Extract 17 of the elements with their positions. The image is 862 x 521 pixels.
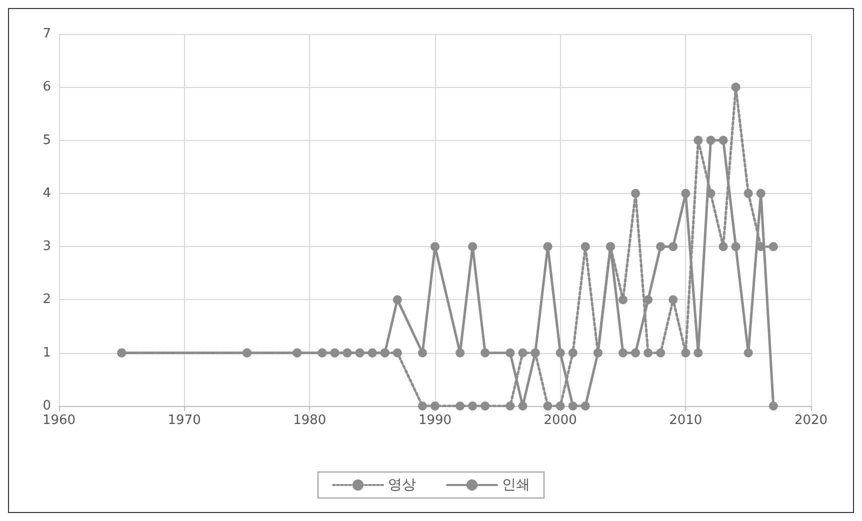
x-tick-label: 1960 xyxy=(42,413,76,428)
x-tick-label: 2000 xyxy=(544,413,577,428)
y-tick-label: 6 xyxy=(42,80,51,95)
x-tick-label: 1970 xyxy=(168,413,201,428)
legend-label: 인쇄 xyxy=(502,477,530,493)
x-tick-label: 2010 xyxy=(669,413,702,428)
x-tick-label: 1980 xyxy=(293,413,326,428)
x-tick-label: 1990 xyxy=(418,413,452,428)
y-tick-label: 4 xyxy=(42,186,51,201)
y-tick-label: 0 xyxy=(42,398,51,414)
y-tick-label: 1 xyxy=(42,345,51,360)
y-tick-label: 7 xyxy=(42,26,51,42)
x-tick-label: 2020 xyxy=(794,413,828,428)
y-tick-label: 2 xyxy=(42,292,51,308)
y-tick-label: 5 xyxy=(42,132,51,148)
legend-label: 영상 xyxy=(388,477,416,493)
y-tick-label: 3 xyxy=(42,239,51,254)
